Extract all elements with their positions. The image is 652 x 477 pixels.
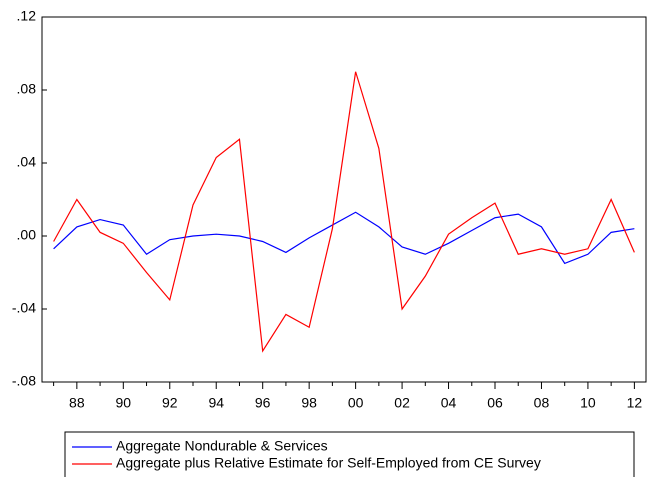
series-line [53,211,635,265]
x-tick-label: 92 [162,395,178,411]
y-tick-label: .04 [17,154,37,170]
plot-frame [41,16,647,383]
y-tick-label: -.04 [12,300,36,316]
x-tick-label: 08 [534,395,550,411]
y-tick-label: .08 [17,81,37,97]
legend: Aggregate Nondurable & ServicesAggregate… [64,431,635,477]
x-tick-label: 10 [580,395,596,411]
y-tick-label: .00 [17,227,37,243]
y-tick-label: -.08 [12,373,36,389]
x-tick-label: 88 [69,395,85,411]
x-tick-label: 04 [441,395,457,411]
x-tick-label: 90 [116,395,132,411]
x-tick-label: 00 [348,395,364,411]
x-tick-label: 96 [255,395,271,411]
series-line [53,71,635,353]
x-tick-label: 06 [487,395,503,411]
x-tick-label: 12 [627,395,643,411]
x-tick-label: 02 [394,395,410,411]
y-tick-label: .12 [17,8,37,24]
x-tick-label: 98 [301,395,317,411]
legend-label: Aggregate Nondurable & Services [116,438,328,454]
legend-label: Aggregate plus Relative Estimate for Sel… [116,455,541,471]
x-tick-label: 94 [208,395,224,411]
legend-box [64,431,635,477]
